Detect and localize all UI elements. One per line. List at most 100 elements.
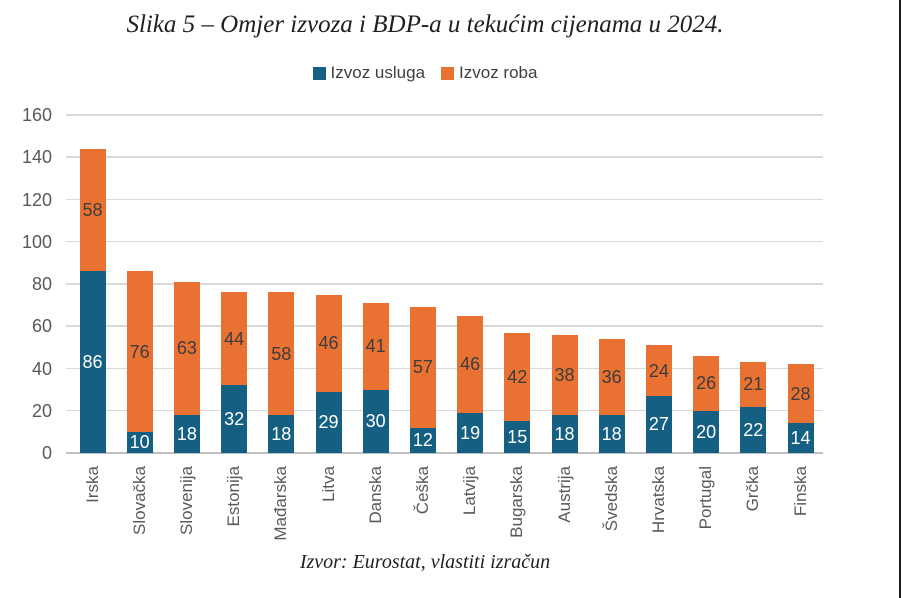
x-axis-category-label: Mađarska: [271, 466, 291, 541]
bar-segment-izvoz-roba: [740, 362, 767, 407]
bar-segment-izvoz-usluga: [173, 414, 200, 453]
bar-segment-izvoz-usluga: [693, 410, 720, 453]
bar-value-label: 15: [507, 427, 528, 448]
bar-value-label: 57: [412, 357, 433, 378]
gridline: [66, 198, 823, 200]
x-axis-category-label: Slovačka: [129, 466, 149, 535]
legend-swatch-roba-icon: [441, 66, 455, 80]
x-axis-category-label: Danska: [365, 466, 385, 524]
x-axis-category-label: Češka: [412, 466, 432, 515]
y-axis-tick-label: 140: [21, 147, 52, 168]
bar-value-label: 30: [365, 411, 386, 432]
bar-value-label: 28: [790, 383, 811, 404]
legend-label: Izvoz usluga: [330, 63, 426, 82]
bar-segment-izvoz-roba: [598, 338, 625, 415]
bar-value-label: 58: [82, 200, 103, 221]
bar-segment-izvoz-roba: [504, 332, 531, 422]
bar-segment-izvoz-roba: [79, 148, 106, 272]
x-axis-category-label: Hrvatska: [648, 466, 668, 534]
bar-value-label: 29: [318, 412, 339, 433]
bar-value-label: 24: [648, 360, 669, 381]
bar-segment-izvoz-usluga: [409, 427, 436, 453]
bar-segment-izvoz-roba: [457, 315, 484, 413]
bar-value-label: 86: [82, 352, 103, 373]
bar-value-label: 46: [318, 333, 339, 354]
legend-label: Izvoz roba: [459, 63, 538, 82]
bar-segment-izvoz-roba: [315, 294, 342, 392]
x-axis-category-label: Latvija: [460, 466, 480, 516]
y-axis-tick-label: 0: [41, 443, 52, 463]
legend-item-izvoz-roba: Izvoz roba: [441, 63, 537, 83]
x-axis-category-label: Slovenija: [176, 466, 196, 535]
y-axis-tick-label: 100: [21, 231, 52, 252]
bar-segment-izvoz-usluga: [362, 389, 389, 453]
y-axis-tick-label: 20: [31, 400, 52, 421]
bar-value-label: 18: [601, 423, 622, 444]
bar-segment-izvoz-roba: [409, 307, 436, 428]
x-axis-category-label: Estonija: [224, 466, 244, 527]
bar-value-label: 20: [696, 421, 717, 442]
bar-value-label: 21: [743, 374, 764, 395]
bar-value-label: 63: [176, 338, 197, 359]
gridline: [66, 240, 823, 243]
bar-value-label: 18: [176, 423, 197, 444]
y-axis-tick-label: 120: [21, 189, 52, 210]
bar-value-label: 36: [601, 366, 622, 387]
bar-segment-izvoz-roba: [126, 271, 153, 432]
x-axis-category-label: Bugarska: [507, 466, 527, 538]
x-axis-category-label: Švedska: [601, 466, 621, 532]
bar-value-label: 12: [412, 430, 433, 451]
bar-segment-izvoz-usluga: [740, 406, 767, 453]
bar-segment-izvoz-roba: [362, 303, 389, 390]
bar-value-label: 10: [129, 432, 150, 453]
bar-segment-izvoz-usluga: [268, 414, 295, 453]
bar-segment-izvoz-usluga: [315, 391, 342, 453]
bar-segment-izvoz-roba: [268, 292, 295, 415]
bar-value-label: 22: [743, 419, 764, 440]
legend-swatch-usluga-icon: [312, 66, 326, 80]
bar-value-label: 42: [507, 366, 528, 387]
x-axis-line: [66, 452, 823, 454]
source-caption: Izvor: Eurostat, vlastiti izračun: [299, 551, 551, 573]
gridline: [66, 325, 823, 327]
bar-segment-izvoz-roba: [693, 355, 720, 411]
x-axis-category-label: Irska: [82, 466, 102, 503]
bar-segment-izvoz-usluga: [79, 271, 106, 453]
bar-segment-izvoz-usluga: [126, 431, 153, 453]
bar-value-label: 19: [460, 422, 481, 443]
x-axis-category-label: Grčka: [743, 466, 763, 512]
x-axis-category-label: Finska: [790, 466, 810, 517]
bar-segment-izvoz-roba: [787, 364, 814, 424]
bar-segment-izvoz-usluga: [504, 421, 531, 453]
bar-value-label: 18: [271, 423, 292, 444]
gridline: [66, 409, 823, 412]
chart-title: Slika 5 – Omjer izvoza i BDP-a u tekućim…: [126, 11, 724, 38]
bar-value-label: 46: [460, 354, 481, 375]
x-axis-category-label: Austrija: [554, 466, 574, 523]
bar-segment-izvoz-usluga: [645, 395, 672, 453]
bar-segment-izvoz-usluga: [787, 423, 814, 453]
bar-segment-izvoz-usluga: [551, 414, 578, 453]
bar-value-label: 58: [271, 343, 292, 364]
bar-value-label: 41: [365, 336, 386, 357]
bar-segment-izvoz-roba: [173, 281, 200, 415]
y-axis-tick-label: 80: [31, 274, 52, 294]
bar-segment-izvoz-roba: [221, 292, 248, 386]
bar-segment-izvoz-roba: [645, 345, 672, 396]
bar-value-label: 38: [554, 364, 575, 385]
bar-value-label: 18: [554, 423, 575, 444]
bar-segment-izvoz-usluga: [221, 385, 248, 453]
bar-segment-izvoz-usluga: [457, 412, 484, 453]
bar-value-label: 44: [224, 328, 245, 349]
gridline: [66, 367, 823, 369]
bar-value-label: 27: [648, 414, 669, 435]
gridline: [66, 114, 823, 116]
page-edge-line: [899, 0, 901, 598]
y-axis-tick-label: 60: [31, 316, 52, 337]
gridline: [66, 156, 823, 158]
legend: Izvoz usluga Izvoz roba: [0, 63, 850, 83]
x-axis-category-label: Litva: [318, 466, 338, 502]
gridline: [66, 283, 823, 285]
